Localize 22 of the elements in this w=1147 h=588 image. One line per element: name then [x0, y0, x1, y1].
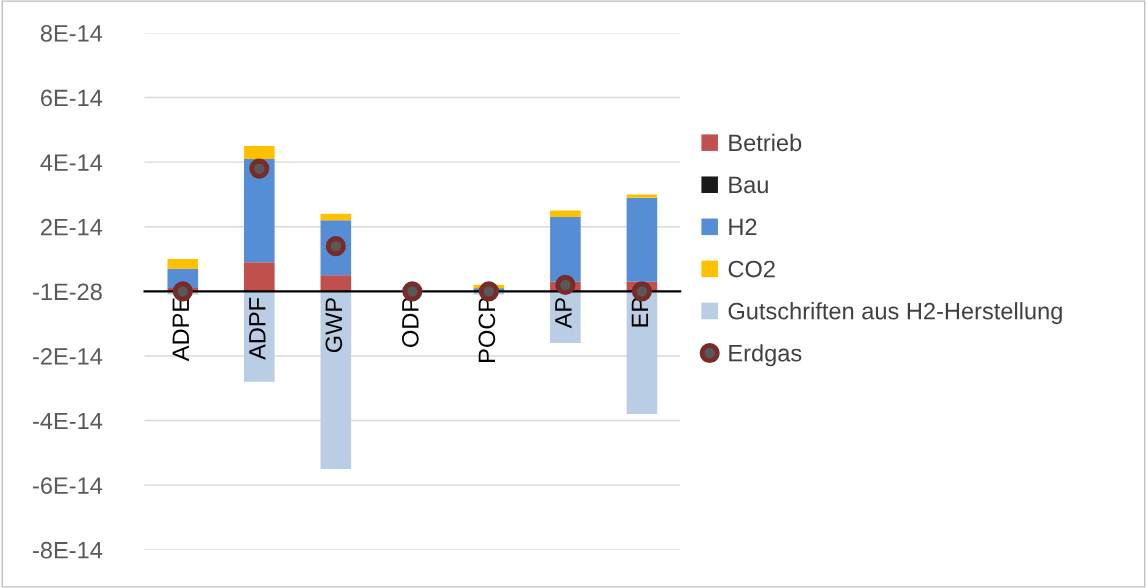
x-tick-label: AP [555, 298, 572, 329]
y-tick-label: -2E-14 [33, 348, 103, 365]
x-tick-label: ADPE [172, 297, 189, 362]
x-tick-label: ADPF [249, 297, 266, 360]
legend-label: H2 [729, 218, 757, 236]
y-tick-label: 6E-14 [41, 89, 103, 107]
x-tick-label: ODP [401, 298, 419, 347]
legend-label: Gutschriften aus H2-Herstellung [728, 302, 1062, 325]
legend-label: Bau [729, 176, 768, 194]
legend-label: Betrieb [729, 133, 802, 152]
y-tick-label: 2E-14 [41, 218, 103, 236]
legend-label: Erdgas [729, 344, 802, 367]
x-tick-label: POCP [478, 298, 496, 362]
y-tick-label: -6E-14 [33, 477, 103, 494]
y-tick-label: -4E-14 [33, 412, 103, 430]
y-tick-label: -8E-14 [33, 541, 103, 559]
y-tick-label: 8E-14 [40, 25, 103, 42]
x-tick-label: GWP [325, 298, 343, 353]
x-tick-label: EP [631, 298, 649, 327]
legend-label: CO2 [728, 260, 775, 278]
y-tick-label: -1E-28 [33, 283, 102, 301]
y-tick-label: 4E-14 [40, 154, 103, 171]
